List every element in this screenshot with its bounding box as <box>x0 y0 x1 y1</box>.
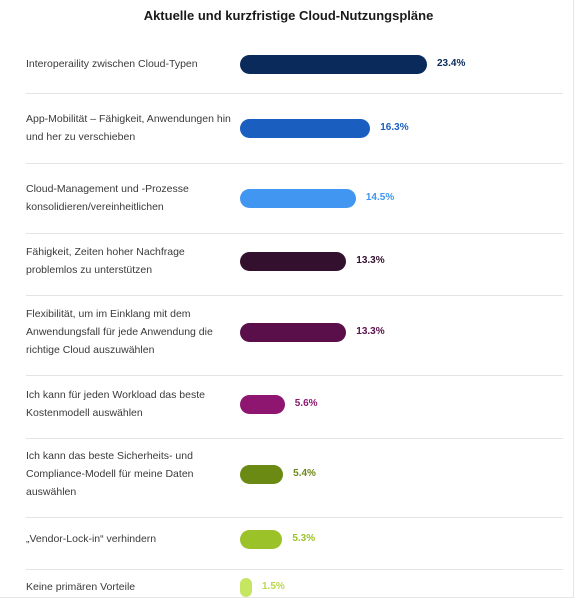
row-separator <box>26 438 563 439</box>
bar <box>240 322 347 342</box>
bar <box>240 464 284 484</box>
bar <box>240 529 283 549</box>
category-label: Cloud-Management und -Prozesse konsolidi… <box>26 183 189 213</box>
value-label: 5.4% <box>293 468 316 479</box>
bar <box>240 118 371 138</box>
row-separator <box>26 569 563 570</box>
row-separator <box>26 163 563 164</box>
value-label: 5.3% <box>292 533 316 544</box>
value-label: 1.5% <box>262 581 285 592</box>
category-label: Keine primären Vorteile <box>26 581 136 593</box>
row-separator <box>26 517 563 518</box>
bar <box>240 394 285 414</box>
category-label: „Vendor-Lock-in“ verhindern <box>26 533 157 545</box>
row-separator <box>26 93 563 94</box>
bar <box>240 54 427 74</box>
row-separator <box>26 375 563 376</box>
value-label: 23.4% <box>437 58 466 69</box>
row-separator <box>26 233 563 234</box>
category-label: App-Mobilität – Fähigkeit, Anwendungen h… <box>26 113 231 143</box>
chart-title: Aktuelle und kurzfristige Cloud-Nutzungs… <box>143 8 434 23</box>
bar <box>240 577 252 597</box>
bar <box>240 188 356 208</box>
value-label: 13.3% <box>356 255 385 266</box>
value-label: 14.5% <box>365 192 395 203</box>
category-label: Ich kann das beste Sicherheits- und Comp… <box>26 450 194 498</box>
category-label: Fähigkeit, Zeiten hoher Nachfrage proble… <box>26 246 185 276</box>
value-label: 16.3% <box>380 122 409 133</box>
value-label: 13.3% <box>356 326 385 337</box>
category-label: Interoperaility zwischen Cloud-Typen <box>26 58 198 70</box>
bar <box>240 251 347 271</box>
category-label: Flexibilität, um im Einklang mit dem Anw… <box>26 308 213 356</box>
row-separator <box>26 295 563 296</box>
category-label: Ich kann für jeden Workload das beste Ko… <box>26 389 205 419</box>
value-label: 5.6% <box>294 398 318 409</box>
